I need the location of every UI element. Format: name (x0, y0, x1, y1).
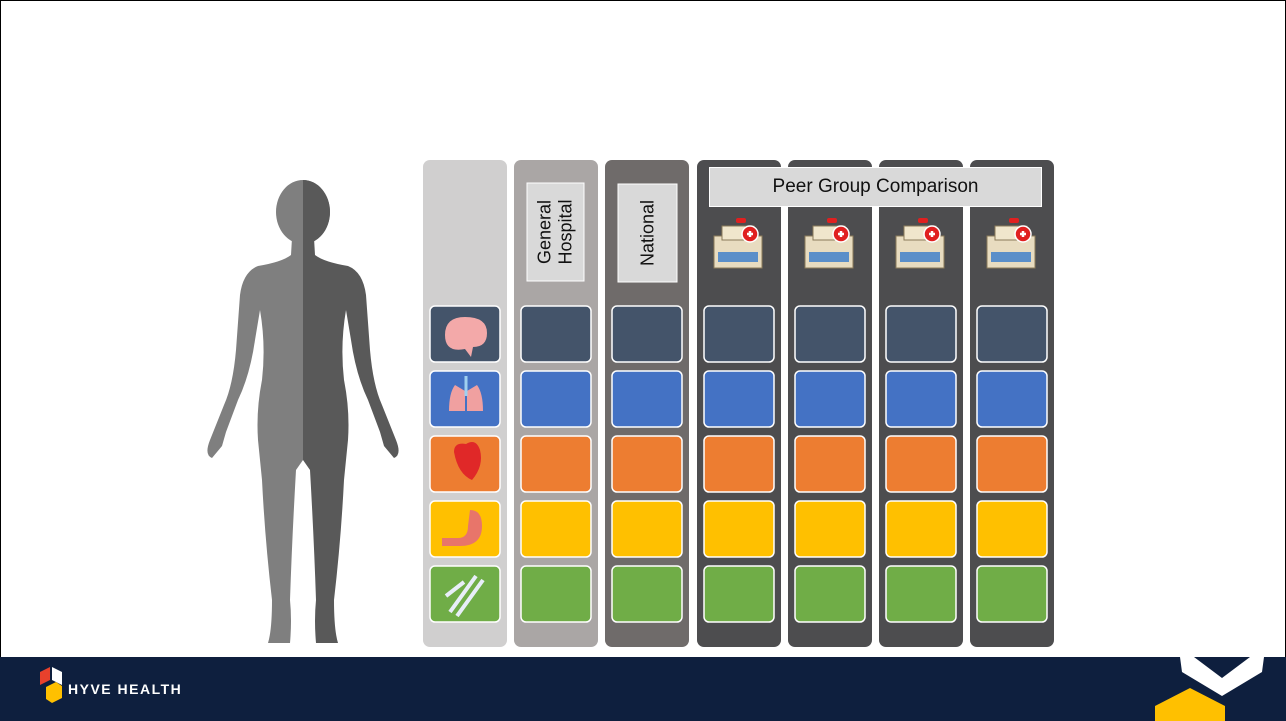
decor-hex (1155, 688, 1225, 721)
cell (520, 305, 592, 363)
hospital-icon (713, 218, 763, 269)
cell (520, 370, 592, 428)
cell (976, 435, 1048, 493)
body-left (207, 238, 303, 643)
cell (885, 500, 957, 558)
hospital-icon (804, 218, 854, 269)
stomach-icon (442, 510, 482, 546)
cell (429, 500, 501, 558)
cell (885, 565, 957, 623)
cell (703, 305, 775, 363)
cell (703, 500, 775, 558)
head-right (303, 180, 330, 244)
cross (838, 231, 844, 237)
hand-bones-icon (444, 574, 485, 618)
heart-icon (454, 442, 481, 480)
cell (794, 565, 866, 623)
cell (976, 370, 1048, 428)
logo (40, 667, 62, 703)
cell (794, 305, 866, 363)
windows (809, 252, 849, 262)
peer-group-label: Peer Group Comparison (709, 167, 1042, 207)
cell (703, 435, 775, 493)
cell (611, 435, 683, 493)
cell (520, 435, 592, 493)
windows (718, 252, 758, 262)
cross (747, 231, 753, 237)
windows (900, 252, 940, 262)
hospital-icon (986, 218, 1036, 269)
columns (423, 160, 1054, 647)
cross (1020, 231, 1026, 237)
cell (703, 370, 775, 428)
brand-name: HYVE HEALTH (68, 681, 183, 697)
cell (611, 565, 683, 623)
logo-part (52, 667, 62, 685)
body-right (303, 238, 399, 643)
human-silhouette (207, 180, 399, 643)
cell (885, 435, 957, 493)
cell (885, 370, 957, 428)
cell (976, 305, 1048, 363)
lungs-icon (449, 385, 483, 411)
cell (976, 500, 1048, 558)
general-hospital-label: General Hospital (526, 182, 585, 282)
windows (991, 252, 1031, 262)
cell (520, 500, 592, 558)
cell (885, 305, 957, 363)
cell (611, 500, 683, 558)
hospital-icon (895, 218, 945, 269)
cell (794, 435, 866, 493)
cell (611, 305, 683, 363)
helicopter (736, 218, 746, 223)
cell (976, 565, 1048, 623)
cell (794, 370, 866, 428)
cross (929, 231, 935, 237)
cell (520, 565, 592, 623)
logo-part (40, 667, 50, 685)
cell (703, 565, 775, 623)
helicopter (1009, 218, 1019, 223)
cell (611, 370, 683, 428)
brain-icon (445, 317, 487, 357)
helicopter (918, 218, 928, 223)
logo-part (46, 682, 62, 703)
footer (0, 657, 1286, 721)
decor-chevron (1180, 657, 1264, 696)
national-label: National (617, 183, 678, 283)
cell (794, 500, 866, 558)
helicopter (827, 218, 837, 223)
